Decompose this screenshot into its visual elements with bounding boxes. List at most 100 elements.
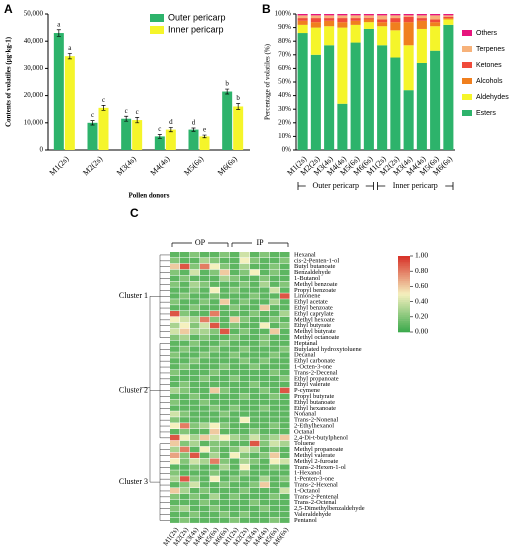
heatmap-cell — [260, 411, 270, 417]
heatmap-cell — [210, 252, 220, 258]
bar-segment — [297, 33, 308, 150]
heatmap-cell — [220, 263, 230, 270]
heatmap-cell — [260, 328, 270, 335]
heatmap-cell — [280, 316, 290, 323]
heatmap-cell — [220, 446, 230, 453]
heatmap-cell — [170, 417, 180, 423]
significance-letter: c — [158, 125, 161, 133]
heatmap-cell — [170, 275, 180, 281]
heatmap-cell — [250, 405, 260, 411]
heatmap-cell — [180, 252, 190, 258]
row-label: Methyl butyrate — [294, 328, 336, 335]
heatmap-cell — [250, 316, 260, 323]
bar-segment — [443, 16, 454, 19]
heatmap-cell — [190, 399, 200, 405]
heatmap-cell — [250, 252, 260, 258]
row-label: Butylated hydroxytoluene — [294, 346, 362, 353]
colorbar-step — [398, 286, 410, 289]
heatmap-cell — [220, 375, 230, 382]
heatmap-cell — [280, 322, 290, 329]
heatmap-cell — [170, 511, 180, 517]
heatmap-cell — [190, 257, 200, 264]
heatmap-cell — [260, 370, 270, 376]
heatmap-cell — [240, 488, 250, 494]
y-tick-label: 50,000 — [24, 10, 44, 18]
heatmap-cell — [270, 316, 280, 323]
heatmap-cell — [260, 423, 270, 429]
bar-segment — [310, 54, 321, 150]
heatmap-cell — [220, 470, 230, 476]
heatmap-cell — [270, 340, 280, 346]
heatmap-cell — [180, 429, 190, 435]
heatmap-cell — [240, 429, 250, 435]
heatmap-cell — [170, 405, 180, 411]
heatmap-cell — [190, 411, 200, 417]
bar-segment — [416, 28, 427, 63]
legend-label: Alcohols — [476, 78, 503, 85]
heatmap-cell — [170, 287, 180, 293]
bar — [87, 122, 98, 150]
bar-segment — [350, 18, 361, 21]
colorbar-step — [398, 267, 410, 270]
heatmap-cell — [240, 517, 250, 523]
heatmap-cell — [200, 499, 210, 506]
row-label: 1-Hexanol — [294, 470, 322, 477]
heatmap-cell — [270, 470, 280, 476]
heatmap-cell — [170, 499, 180, 506]
cluster-label: Cluster 1 — [119, 291, 148, 300]
heatmap-cell — [210, 305, 220, 311]
bar-segment — [430, 19, 441, 23]
heatmap-cell — [170, 352, 180, 358]
heatmap-cell — [250, 440, 260, 447]
heatmap-cell — [250, 370, 260, 376]
heatmap-cell — [280, 252, 290, 258]
heatmap-cell — [230, 476, 240, 482]
heatmap-cell — [220, 328, 230, 335]
bar-segment — [377, 22, 388, 27]
heatmap-cell — [250, 393, 260, 399]
group-label: IP — [256, 238, 264, 247]
heatmap-cell — [260, 334, 270, 340]
heatmap-cell — [270, 446, 280, 453]
heatmap-cell — [270, 440, 280, 447]
error-bar — [157, 134, 162, 139]
colorbar-step — [398, 292, 410, 295]
heatmap-cell — [210, 399, 220, 405]
heatmap-cell — [260, 470, 270, 476]
heatmap-cell — [240, 275, 250, 281]
colorbar-step — [398, 273, 410, 276]
heatmap-cell — [280, 257, 290, 264]
row-label: Trans-2-Decenal — [294, 369, 338, 376]
x-tick-label: M5(6s) — [182, 154, 205, 177]
heatmap-cell — [270, 399, 280, 405]
heatmap-cell — [220, 476, 230, 482]
heatmap-cell — [190, 340, 200, 346]
legend-label: Others — [476, 30, 498, 37]
row-label: Ethyl benzoate — [294, 305, 333, 312]
heatmap-cell — [210, 464, 220, 470]
heatmap-cell — [180, 470, 190, 476]
heatmap-cell — [210, 299, 220, 305]
heatmap-cell — [190, 511, 200, 517]
heatmap-cell — [240, 370, 250, 376]
heatmap-cell — [170, 370, 180, 376]
y-tick-label: 40,000 — [24, 37, 44, 45]
heatmap-cell — [180, 275, 190, 281]
heatmap-cell — [260, 458, 270, 464]
heatmap-cell — [240, 346, 250, 352]
bar-segment — [403, 90, 414, 150]
bar-segment — [310, 18, 321, 23]
heatmap-cell — [260, 358, 270, 364]
heatmap-cell — [200, 417, 210, 423]
cluster-label: Cluster 3 — [119, 477, 148, 486]
row-label: Trans-2-Nonenal — [294, 417, 338, 424]
heatmap-cell — [220, 311, 230, 317]
heatmap-cell — [230, 358, 240, 364]
heatmap-cell — [260, 499, 270, 506]
bar-segment — [337, 18, 348, 23]
heatmap-cell — [220, 316, 230, 323]
heatmap-cell — [270, 417, 280, 423]
heatmap-cell — [260, 257, 270, 264]
colorbar-step — [398, 265, 410, 268]
bar-segment — [324, 14, 335, 16]
